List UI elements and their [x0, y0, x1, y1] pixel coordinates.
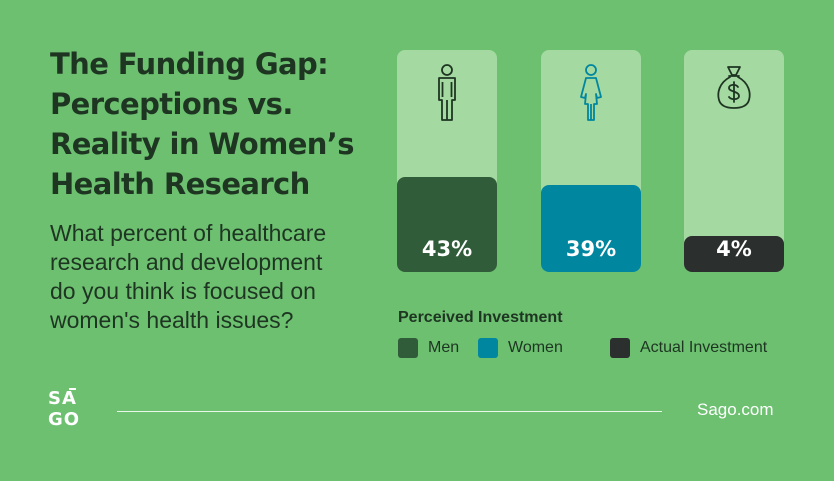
man-icon — [397, 64, 497, 127]
legend-swatch-actual-investment — [610, 338, 630, 358]
chart-title: The Funding Gap: Perceptions vs. Reality… — [50, 47, 354, 201]
logo-line-1: SA — [48, 388, 77, 409]
legend-title: Perceived Investment — [398, 309, 563, 326]
survey-question: What percent of healthcare research and … — [50, 220, 327, 333]
bar-label-women: 39% — [565, 237, 617, 261]
legend-label-actual-investment: Actual Investment — [640, 339, 768, 356]
legend-label-women: Women — [508, 339, 563, 356]
bar-label-actual-investment: 4% — [716, 237, 752, 261]
woman-icon — [541, 64, 641, 127]
footer-divider — [117, 411, 662, 412]
site-link[interactable]: Sago.com — [697, 400, 774, 419]
bar-track-men: 43% — [397, 50, 497, 272]
legend-label-men: Men — [428, 339, 460, 356]
logo-line-2: GO — [48, 409, 81, 430]
bar-track-actual-investment: 4% — [684, 50, 784, 272]
bar-actual-investment: 4% — [684, 236, 784, 272]
sago-logo: SA GO — [48, 388, 80, 430]
bar-men: 43% — [397, 176, 497, 272]
logo-accent-mark — [69, 388, 76, 390]
legend-item-actual-investment: Actual Investment — [610, 338, 767, 358]
money-bag-icon — [684, 64, 784, 115]
bar-label-men: 43% — [421, 237, 473, 261]
legend-swatch-men — [398, 338, 418, 358]
bar-women: 39% — [541, 185, 641, 272]
legend-swatch-women — [478, 338, 498, 358]
legend-item-women: Women — [478, 338, 563, 358]
legend-item-men: Men — [398, 338, 459, 358]
bar-track-women: 39% — [541, 50, 641, 272]
